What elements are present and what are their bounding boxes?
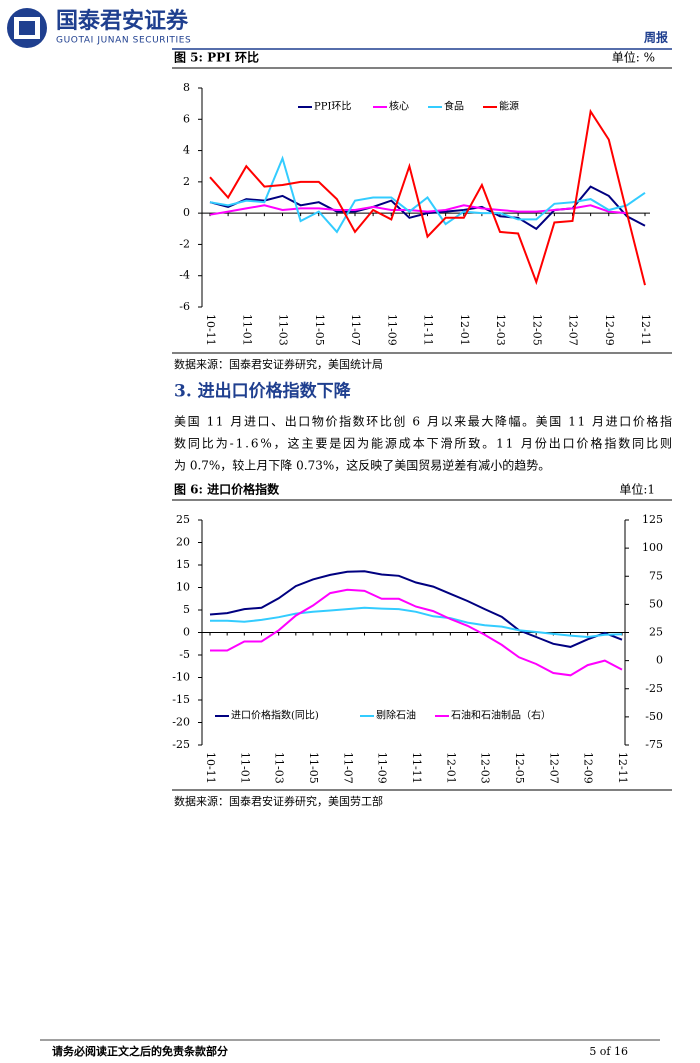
x-tick-label: 11-11 — [422, 314, 435, 346]
x-tick-label: 11-05 — [307, 752, 320, 784]
paragraph-line: 美国 11 月进口、出口物价指数环比创 6 月以来最大降幅。美国 11 月进口价… — [174, 414, 672, 429]
y2-tick-label: 50 — [649, 597, 663, 610]
x-tick-label: 12-03 — [494, 314, 507, 346]
y-tick-label: -15 — [172, 693, 190, 706]
series-line — [210, 588, 623, 677]
y2-tick-label: 75 — [649, 569, 663, 582]
y-tick-label: 2 — [183, 175, 190, 188]
y-tick-label: -6 — [179, 300, 190, 313]
y-tick-label: 4 — [183, 144, 190, 157]
x-tick-label: 12-05 — [530, 314, 543, 346]
y-tick-label: -4 — [179, 269, 190, 282]
y-tick-label: 10 — [176, 581, 190, 594]
legend-label: 核心 — [389, 100, 409, 113]
x-tick-label: 11-09 — [385, 314, 398, 346]
y-tick-label: 5 — [183, 603, 190, 616]
x-tick-label: 12-01 — [458, 314, 471, 346]
series-line — [209, 155, 646, 234]
x-tick-label: 11-07 — [349, 314, 362, 346]
y2-tick-label: -50 — [645, 710, 663, 723]
y2-tick-label: 125 — [642, 513, 663, 526]
x-tick-label: 12-09 — [582, 752, 595, 784]
figure-source: 数据来源：国泰君安证券研究，美国统计局 — [174, 357, 383, 371]
y-tick-label: -25 — [172, 738, 190, 751]
logo-en: GUOTAI JUNAN SECURITIES — [56, 36, 191, 46]
x-tick-label: 12-11 — [616, 752, 629, 784]
x-tick-label: 12-05 — [513, 752, 526, 784]
figure-unit: 单位:1 — [619, 482, 655, 497]
figure-title: 图 6: 进口价格指数 — [174, 482, 280, 497]
legend-label: 能源 — [499, 100, 519, 113]
x-tick-label: 11-03 — [273, 752, 286, 784]
y-tick-label: -5 — [179, 648, 190, 661]
x-tick-label: 12-09 — [603, 314, 616, 346]
legend-label: 剔除石油 — [376, 709, 416, 722]
series-line — [210, 606, 623, 639]
legend-label: PPI环比 — [314, 101, 351, 113]
figure-unit: 单位: % — [612, 50, 655, 65]
y2-tick-label: 0 — [656, 654, 663, 667]
x-tick-label: 12-07 — [547, 752, 560, 784]
x-tick-label: 12-07 — [567, 314, 580, 346]
x-tick-label: 11-05 — [313, 314, 326, 346]
figure-title: 图 5: PPI 环比 — [174, 50, 259, 65]
x-tick-label: 12-03 — [479, 752, 492, 784]
x-tick-label: 11-09 — [376, 752, 389, 784]
y-tick-label: -20 — [172, 716, 190, 729]
x-tick-label: 11-01 — [240, 314, 253, 346]
y-tick-label: 0 — [183, 626, 190, 639]
y-tick-label: 20 — [176, 536, 190, 549]
series-line — [209, 204, 627, 216]
y2-tick-label: -25 — [645, 682, 663, 695]
y-tick-label: 25 — [176, 513, 190, 526]
y2-tick-label: 25 — [649, 626, 663, 639]
x-tick-label: 12-01 — [444, 752, 457, 784]
y-tick-label: 6 — [183, 112, 190, 125]
section-heading: 3. 进出口价格指数下降 — [174, 381, 352, 402]
footer-disclaimer: 请务必阅读正文之后的免责条款部分 — [52, 1044, 228, 1058]
x-tick-label: 11-07 — [341, 752, 354, 784]
logo — [7, 8, 47, 48]
paragraph-line: 数同比为-1.6%，这主要是因为能源成本下滑所致。11 月份出口价格指数同比则 — [174, 436, 672, 451]
y2-tick-label: -75 — [645, 738, 663, 751]
figure-source: 数据来源：国泰君安证券研究，美国劳工部 — [174, 794, 383, 808]
y-tick-label: -2 — [179, 237, 190, 250]
x-tick-label: 10-11 — [204, 752, 217, 784]
legend-label: 进口价格指数(同比) — [231, 709, 319, 722]
x-tick-label: 11-11 — [410, 752, 423, 784]
paragraph-line: 为 0.7%，较上月下降 0.73%，这反映了美国贸易逆差有减小的趋势。 — [174, 458, 550, 473]
y2-tick-label: 100 — [642, 541, 663, 554]
x-tick-label: 11-01 — [238, 752, 251, 784]
series-line — [209, 570, 623, 648]
y-tick-label: -10 — [172, 671, 190, 684]
logo-cn: 国泰君安证券 — [56, 8, 189, 34]
y-tick-label: 8 — [183, 81, 190, 94]
x-tick-label: 12-11 — [639, 314, 652, 346]
legend-label: 食品 — [444, 100, 464, 113]
y-tick-label: 0 — [183, 206, 190, 219]
page-number: 5 of 16 — [589, 1045, 628, 1058]
x-tick-label: 11-03 — [277, 314, 290, 346]
legend-label: 石油和石油制品（右） — [451, 709, 551, 722]
series-line — [209, 108, 646, 286]
x-tick-label: 10-11 — [204, 314, 217, 346]
report-type: 周报 — [644, 30, 668, 45]
y-tick-label: 15 — [176, 558, 190, 571]
